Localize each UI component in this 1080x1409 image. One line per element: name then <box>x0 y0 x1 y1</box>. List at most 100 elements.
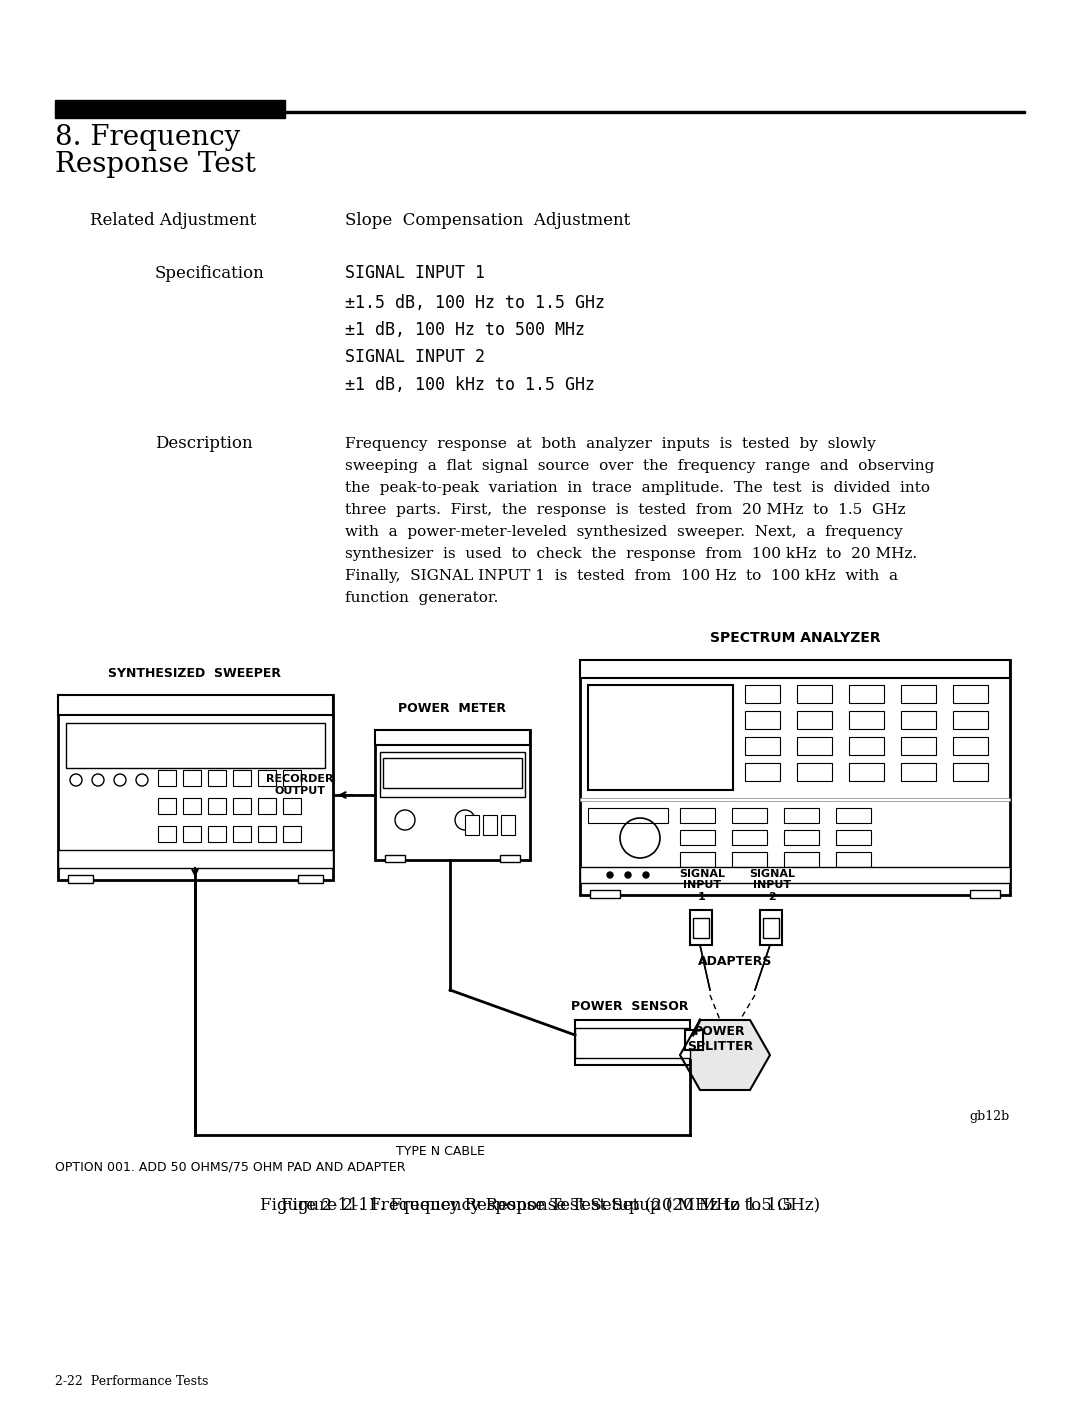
Bar <box>233 826 251 843</box>
Text: POWER
SPLITTER: POWER SPLITTER <box>687 1024 753 1053</box>
Text: ±1.5 dB, 100 Hz to 1.5 GHz: ±1.5 dB, 100 Hz to 1.5 GHz <box>345 294 605 311</box>
Bar <box>836 807 870 823</box>
Bar <box>258 826 276 843</box>
Bar <box>680 830 715 845</box>
Bar <box>298 875 323 883</box>
Bar <box>693 919 708 938</box>
Bar <box>380 752 525 797</box>
Bar <box>58 695 333 881</box>
Bar <box>283 769 301 786</box>
Text: TYPE N CABLE: TYPE N CABLE <box>395 1146 485 1158</box>
Bar <box>797 712 832 728</box>
Bar <box>384 855 405 862</box>
Text: Description: Description <box>156 435 253 452</box>
Bar <box>680 852 715 867</box>
Bar <box>580 659 1010 678</box>
Polygon shape <box>680 1020 770 1091</box>
Bar <box>58 850 333 868</box>
Bar <box>158 769 176 786</box>
Bar <box>375 730 530 745</box>
Bar <box>483 814 497 836</box>
Text: SPECTRUM ANALYZER: SPECTRUM ANALYZER <box>710 631 880 645</box>
Text: function  generator.: function generator. <box>345 590 498 604</box>
Circle shape <box>643 872 649 878</box>
Bar <box>580 797 1010 800</box>
Bar <box>465 814 480 836</box>
Bar <box>690 910 712 945</box>
Bar <box>580 867 1010 883</box>
Text: with  a  power-meter-leveled  synthesized  sweeper.  Next,  a  frequency: with a power-meter-leveled synthesized s… <box>345 526 903 540</box>
Text: Slope  Compensation  Adjustment: Slope Compensation Adjustment <box>345 211 631 230</box>
Bar <box>158 797 176 814</box>
Bar <box>849 737 885 755</box>
Bar <box>208 826 226 843</box>
Text: Specification: Specification <box>156 265 265 282</box>
Text: 8. Frequency: 8. Frequency <box>55 124 240 151</box>
Bar <box>849 685 885 703</box>
Bar <box>208 769 226 786</box>
Bar <box>208 797 226 814</box>
Text: OPTION 001. ADD 50 OHMS/75 OHM PAD AND ADAPTER: OPTION 001. ADD 50 OHMS/75 OHM PAD AND A… <box>55 1160 405 1174</box>
Bar <box>953 737 988 755</box>
Bar <box>383 758 522 788</box>
Bar <box>575 1020 690 1065</box>
Text: SIGNAL INPUT 1: SIGNAL INPUT 1 <box>345 263 485 282</box>
Text: RECORDER
OUTPUT: RECORDER OUTPUT <box>267 774 334 796</box>
Bar <box>762 919 779 938</box>
Text: ADAPTERS: ADAPTERS <box>698 955 772 968</box>
Text: POWER  METER: POWER METER <box>399 702 507 714</box>
Bar <box>849 712 885 728</box>
Bar <box>55 100 285 118</box>
Bar <box>258 769 276 786</box>
Circle shape <box>625 872 631 878</box>
Text: Figure 2-11. Frequency Response Test Setup (20 MHz to 1.5 GHz): Figure 2-11. Frequency Response Test Set… <box>260 1198 820 1215</box>
Bar <box>901 737 936 755</box>
Circle shape <box>607 872 613 878</box>
Bar <box>233 769 251 786</box>
Bar <box>901 712 936 728</box>
Bar <box>233 797 251 814</box>
Bar <box>745 685 780 703</box>
Bar <box>970 890 1000 898</box>
Bar <box>849 764 885 781</box>
Bar <box>901 685 936 703</box>
Bar <box>258 797 276 814</box>
Text: three  parts.  First,  the  response  is  tested  from  20 MHz  to  1.5  GHz: three parts. First, the response is test… <box>345 503 905 517</box>
Bar <box>283 797 301 814</box>
Bar <box>580 659 1010 895</box>
Text: Frequency  response  at  both  analyzer  inputs  is  tested  by  slowly: Frequency response at both analyzer inpu… <box>345 437 876 451</box>
Bar <box>953 712 988 728</box>
Text: synthesizer  is  used  to  check  the  response  from  100 kHz  to  20 MHz.: synthesizer is used to check the respons… <box>345 547 917 561</box>
Bar <box>588 807 669 823</box>
Text: Response Test: Response Test <box>55 151 256 178</box>
Text: Related Adjustment: Related Adjustment <box>90 211 256 230</box>
Bar <box>732 830 767 845</box>
Bar <box>784 852 819 867</box>
Bar <box>588 685 733 790</box>
Bar <box>732 852 767 867</box>
Bar <box>183 826 201 843</box>
Bar <box>158 826 176 843</box>
Text: POWER  SENSOR: POWER SENSOR <box>571 1000 689 1013</box>
Bar <box>797 764 832 781</box>
Bar <box>575 1029 690 1058</box>
Bar <box>760 910 782 945</box>
Text: SIGNAL
INPUT
1: SIGNAL INPUT 1 <box>679 869 725 902</box>
Text: SIGNAL INPUT 2: SIGNAL INPUT 2 <box>345 348 485 366</box>
Bar <box>283 826 301 843</box>
Bar <box>901 764 936 781</box>
Bar <box>500 855 519 862</box>
Bar <box>745 737 780 755</box>
Bar <box>590 890 620 898</box>
Bar <box>745 764 780 781</box>
Bar <box>501 814 515 836</box>
Bar <box>953 764 988 781</box>
Bar <box>836 830 870 845</box>
Bar <box>953 685 988 703</box>
Bar <box>183 797 201 814</box>
Text: sweeping  a  flat  signal  source  over  the  frequency  range  and  observing: sweeping a flat signal source over the f… <box>345 459 934 473</box>
Bar <box>784 807 819 823</box>
Bar <box>680 807 715 823</box>
Bar <box>375 730 530 859</box>
Text: ±1 dB, 100 Hz to 500 MHz: ±1 dB, 100 Hz to 500 MHz <box>345 321 585 340</box>
